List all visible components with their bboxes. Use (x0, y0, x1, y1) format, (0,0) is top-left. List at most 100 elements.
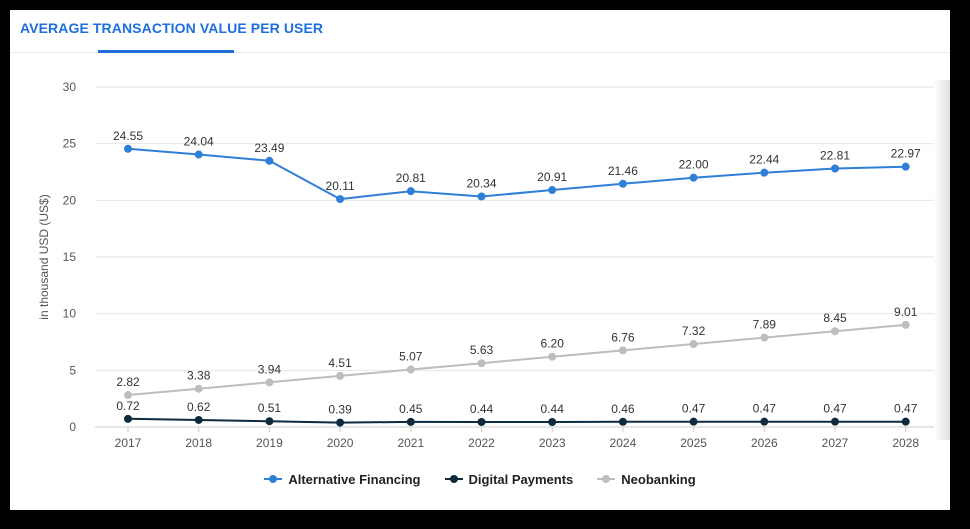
x-tick-label: 2019 (256, 436, 283, 450)
data-label: 20.81 (396, 171, 426, 185)
data-label: 22.97 (891, 147, 921, 161)
data-point (831, 327, 839, 336)
data-point (901, 320, 910, 329)
legend-label: Alternative Financing (288, 471, 421, 487)
data-label: 23.49 (254, 141, 284, 155)
legend-marker-icon (264, 474, 283, 484)
data-label: 0.46 (611, 402, 635, 416)
chart-header: AVERAGE TRANSACTION VALUE PER USER (10, 10, 950, 53)
data-point (336, 195, 345, 204)
data-point (618, 179, 627, 188)
data-point (831, 417, 839, 426)
data-label: 5.63 (470, 343, 494, 357)
chart-legend: Alternative Financing Digital Payments Neo… (10, 468, 950, 490)
x-tick-label: 2020 (327, 436, 354, 450)
legend-item-alternative-financing[interactable]: Alternative Financing (264, 471, 421, 487)
data-label: 0.47 (823, 402, 847, 416)
data-label: 20.91 (537, 170, 567, 184)
data-label: 20.34 (466, 176, 496, 190)
data-point (689, 173, 698, 182)
data-label: 7.89 (753, 318, 777, 332)
x-tick-label: 2023 (539, 436, 566, 450)
data-label: 22.81 (820, 148, 850, 162)
data-label: 22.44 (749, 153, 779, 167)
data-label: 0.72 (116, 399, 140, 413)
data-point (265, 378, 274, 387)
data-label: 6.76 (611, 330, 635, 344)
legend-item-neobanking[interactable]: Neobanking (597, 471, 696, 487)
data-point (548, 418, 557, 427)
data-label: 22.00 (679, 158, 709, 172)
data-label: 0.51 (258, 401, 282, 415)
y-tick-label: 20 (63, 193, 77, 207)
y-axis-title: in thousand USD (US$) (37, 194, 51, 319)
title-underline (98, 50, 234, 53)
data-point (477, 192, 486, 201)
data-label: 24.04 (184, 135, 214, 149)
x-tick-label: 2022 (468, 436, 495, 450)
data-point (901, 162, 910, 171)
data-label: 20.11 (326, 179, 355, 193)
data-label: 7.32 (682, 324, 706, 338)
data-label: 0.47 (682, 402, 706, 416)
x-tick-label: 2018 (185, 436, 212, 450)
chart-title: AVERAGE TRANSACTION VALUE PER USER (20, 20, 324, 36)
data-point (760, 417, 769, 426)
data-point (194, 150, 203, 159)
legend-marker-icon (597, 474, 616, 484)
x-tick-label: 2024 (610, 436, 637, 450)
y-tick-label: 5 (69, 363, 76, 377)
data-point (477, 359, 486, 368)
data-point (194, 415, 203, 424)
data-point (618, 417, 627, 426)
y-tick-label: 15 (63, 250, 77, 264)
data-point (689, 340, 698, 349)
x-tick-label: 2021 (397, 436, 424, 450)
chart-panel: AVERAGE TRANSACTION VALUE PER USER 0 5 10 1… (10, 10, 950, 510)
data-point (760, 168, 769, 177)
data-label: 3.94 (258, 362, 282, 376)
data-point (548, 186, 557, 195)
data-point (124, 144, 132, 153)
data-label: 5.07 (399, 350, 423, 364)
data-point (124, 391, 132, 400)
x-tick-label: 2025 (680, 436, 707, 450)
data-point (689, 417, 698, 426)
legend-label: Neobanking (621, 471, 696, 487)
data-point (760, 333, 769, 342)
y-tick-label: 10 (63, 307, 77, 321)
data-point (265, 417, 274, 426)
data-point (194, 384, 203, 393)
data-point (618, 346, 627, 355)
data-point (336, 418, 345, 427)
data-point (265, 156, 274, 165)
legend-label: Digital Payments (468, 471, 574, 487)
data-label: 0.39 (328, 403, 352, 417)
data-point (406, 187, 415, 196)
data-point (901, 417, 910, 426)
data-label: 8.45 (823, 311, 847, 325)
data-point (548, 352, 557, 361)
x-tick-label: 2017 (115, 436, 142, 450)
data-point (336, 371, 345, 380)
data-label: 2.82 (116, 375, 140, 389)
data-point (406, 365, 415, 374)
data-label: 0.45 (399, 402, 423, 416)
x-tick-label: 2027 (822, 436, 849, 450)
data-point (831, 164, 839, 173)
legend-marker-icon (444, 474, 463, 484)
data-label: 0.44 (470, 402, 494, 416)
x-tick-label: 2026 (751, 436, 778, 450)
data-point (406, 417, 415, 426)
data-label: 0.44 (541, 402, 565, 416)
data-label: 0.47 (894, 402, 918, 416)
legend-item-digital-payments[interactable]: Digital Payments (444, 471, 574, 487)
data-point (477, 418, 486, 427)
data-label: 9.01 (894, 305, 918, 319)
series-line-alternative-financing (127, 147, 906, 201)
data-label: 24.55 (113, 129, 143, 143)
data-label: 6.20 (541, 337, 565, 351)
scroll-shadow (934, 80, 950, 440)
x-tick-label: 2028 (892, 436, 919, 450)
